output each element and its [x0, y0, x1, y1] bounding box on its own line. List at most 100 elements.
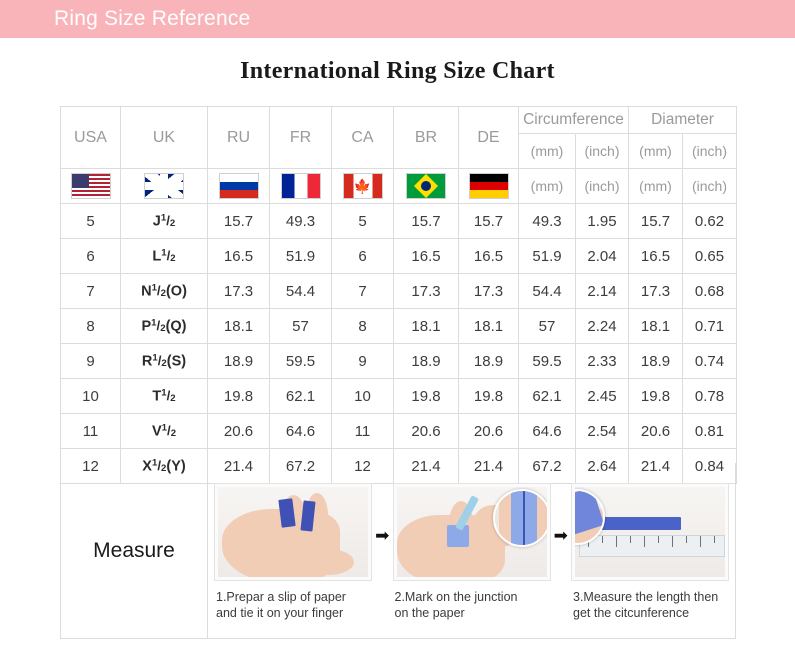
- header-ru: RU: [207, 106, 270, 169]
- cell-de: 20.6: [458, 413, 519, 449]
- table-row: 9 R1/2(S) 18.9 59.5 9 18.9 18.9 59.5 2.33 18.9 0.7…: [60, 343, 738, 379]
- header-circumference-mm: (mm): [518, 133, 576, 169]
- cell-circ-mm: 62.1: [518, 378, 576, 414]
- step-3-caption-line-1: 3.Measure the length then: [573, 589, 719, 604]
- cell-br: 16.5: [393, 238, 459, 274]
- ru-flag-cell: [207, 168, 270, 204]
- cell-ca: 8: [331, 308, 394, 344]
- cell-fr: 62.1: [269, 378, 332, 414]
- cell-circ-inch: 2.54: [575, 413, 629, 449]
- cell-ca: 7: [331, 273, 394, 309]
- cell-br: 17.3: [393, 273, 459, 309]
- cell-br: 21.4: [393, 448, 459, 484]
- ruler-tick: [686, 535, 687, 543]
- table-row: 7 N1/2(O) 17.3 54.4 7 17.3 17.3 54.4 2.14 17.3 0.6…: [60, 273, 738, 309]
- arrow-1-icon: ➡: [375, 526, 390, 545]
- measure-step-3: 3.Measure the length then get the citcun…: [571, 482, 729, 622]
- uk-flag-cell: [120, 168, 208, 204]
- header-diameter: Diameter: [627, 106, 738, 134]
- cell-usa: 7: [60, 273, 121, 309]
- de-flag-icon: [468, 173, 509, 199]
- header-usa: USA: [60, 106, 121, 169]
- step-3-caption: 3.Measure the length then get the citcun…: [571, 589, 729, 622]
- step-1-caption: 1.Prepar a slip of paper and tie it on y…: [214, 589, 372, 622]
- uk-flag-icon: [144, 173, 184, 199]
- step-2-inset-mark: [522, 490, 525, 545]
- header-uk: UK: [120, 106, 208, 169]
- cell-de: 18.1: [458, 308, 519, 344]
- header-circumference-inch: (inch): [575, 133, 629, 169]
- fr-flag-icon: [280, 173, 321, 199]
- step-2-caption-line-1: 2.Mark on the junction: [394, 589, 518, 604]
- measure-step-1: 1.Prepar a slip of paper and tie it on y…: [214, 482, 372, 622]
- unit-circumference-inch: (inch): [575, 168, 629, 204]
- header-banner: Ring Size Reference: [0, 0, 795, 38]
- header-circumference: Circumference: [518, 106, 629, 134]
- measure-step-2: 2.Mark on the junction on the paper: [392, 482, 551, 622]
- cell-uk: L1/2: [120, 238, 208, 274]
- cell-circ-inch: 2.45: [575, 378, 629, 414]
- ruler-tick: [658, 535, 659, 543]
- cell-circ-inch: 2.24: [575, 308, 629, 344]
- cell-br: 18.1: [393, 308, 459, 344]
- cell-circ-mm: 51.9: [518, 238, 576, 274]
- cell-ca: 10: [331, 378, 394, 414]
- cell-ru: 16.5: [207, 238, 270, 274]
- cell-uk: T1/2: [120, 378, 208, 414]
- header-fr: FR: [269, 106, 332, 169]
- cell-de: 18.9: [458, 343, 519, 379]
- ruler-tick: [714, 535, 715, 543]
- cell-dia-inch: 0.74: [681, 343, 738, 379]
- cell-ca: 6: [331, 238, 394, 274]
- step-1-photo: [214, 482, 372, 581]
- cell-br: 19.8: [393, 378, 459, 414]
- header-diameter-inch: (inch): [681, 133, 738, 169]
- cell-uk: P1/2(Q): [120, 308, 208, 344]
- cell-usa: 9: [60, 343, 121, 379]
- banner-title: Ring Size Reference: [54, 7, 251, 30]
- cell-ru: 20.6: [207, 413, 270, 449]
- cell-usa: 10: [60, 378, 121, 414]
- cell-ru: 19.8: [207, 378, 270, 414]
- ru-flag-icon: [218, 173, 259, 199]
- de-flag-cell: [458, 168, 519, 204]
- cell-circ-mm: 54.4: [518, 273, 576, 309]
- table-body: 5 J1/2 15.7 49.3 5 15.7 15.7 49.3 1.95 15.7 0.62 6 L…: [60, 203, 738, 484]
- header-ca: CA: [331, 106, 394, 169]
- ring-size-table-wrap: USA UK RU FR CA BR DE Circumference Diam…: [60, 106, 738, 484]
- table-row: 11 V1/2 20.6 64.6 11 20.6 20.6 64.6 2.54 20.6 0.81: [60, 413, 738, 449]
- cell-ca: 11: [331, 413, 394, 449]
- ca-flag-icon: [342, 173, 383, 199]
- header-br: BR: [393, 106, 459, 169]
- cell-br: 15.7: [393, 203, 459, 239]
- table-flag-row: (mm) (inch) (mm) (inch): [60, 168, 738, 204]
- cell-fr: 64.6: [269, 413, 332, 449]
- ruler-tick: [672, 535, 673, 547]
- step-3-caption-line-2: get the citcunference: [573, 606, 690, 620]
- cell-fr: 59.5: [269, 343, 332, 379]
- cell-dia-inch: 0.81: [681, 413, 738, 449]
- step-3-ruler-icon: [579, 534, 725, 557]
- cell-de: 21.4: [458, 448, 519, 484]
- measure-steps: 1.Prepar a slip of paper and tie it on y…: [208, 463, 735, 638]
- cell-dia-mm: 18.9: [628, 343, 683, 379]
- measure-section: Measure 1.Prepar a slip of paper and tie…: [60, 463, 736, 639]
- cell-uk: N1/2(O): [120, 273, 208, 309]
- cell-br: 18.9: [393, 343, 459, 379]
- table-header-countries: USA UK RU FR CA BR DE Circumference Diam…: [60, 106, 738, 169]
- step-2-magnifier-inset: [492, 488, 547, 547]
- cell-usa: 6: [60, 238, 121, 274]
- step-3-measured-strip: [585, 516, 681, 530]
- step-1-caption-line-2: and tie it on your finger: [216, 606, 344, 620]
- cell-ru: 18.9: [207, 343, 270, 379]
- table-row: 8 P1/2(Q) 18.1 57 8 18.1 18.1 57 2.24 18.1 0.71: [60, 308, 738, 344]
- step-3-photo: [571, 482, 729, 581]
- cell-circ-inch: 2.33: [575, 343, 629, 379]
- br-flag-icon: [406, 173, 446, 199]
- cell-fr: 49.3: [269, 203, 332, 239]
- cell-fr: 67.2: [269, 448, 332, 484]
- table-row: 10 T1/2 19.8 62.1 10 19.8 19.8 62.1 2.45 19.8 0.78: [60, 378, 738, 414]
- cell-fr: 57: [269, 308, 332, 344]
- fr-flag-cell: [269, 168, 332, 204]
